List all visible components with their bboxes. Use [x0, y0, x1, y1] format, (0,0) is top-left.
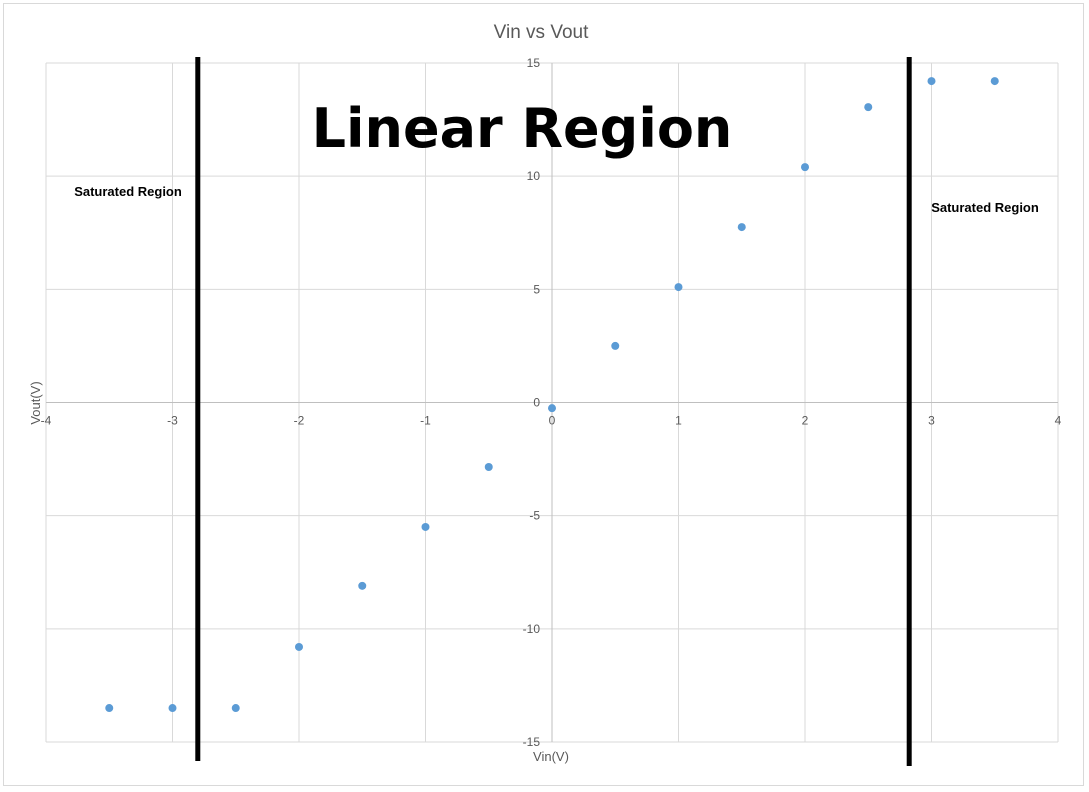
y-tick-label: 0 [533, 396, 540, 410]
data-point [548, 404, 556, 413]
y-tick-label: -5 [529, 509, 540, 523]
grid [45, 62, 1059, 743]
region-boundaries [195, 57, 912, 766]
data-point [231, 704, 240, 713]
x-tick-label: 1 [675, 414, 682, 428]
data-point [927, 77, 936, 86]
right-saturated-region-annotation: Saturated Region [931, 200, 1039, 215]
x-tick-label: 0 [549, 414, 556, 428]
chart-title: Vin vs Vout [494, 22, 589, 43]
x-tick-label: -2 [294, 414, 305, 428]
x-tick-label: 3 [928, 414, 935, 428]
data-point [105, 704, 114, 713]
x-tick-label: -4 [41, 414, 52, 428]
data-point [990, 77, 999, 86]
x-tick-label: 4 [1055, 414, 1062, 428]
chart-frame [3, 3, 1084, 786]
y-tick-label: -15 [523, 735, 541, 749]
y-tick-label: 15 [527, 56, 541, 70]
data-point [358, 581, 367, 590]
data-point [674, 283, 683, 292]
data-point [864, 103, 873, 112]
left-saturated-region-annotation: Saturated Region [74, 184, 182, 199]
x-tick-label: -3 [167, 414, 178, 428]
data-point [295, 642, 303, 651]
data-point [168, 704, 177, 713]
y-axis-label: Vout(V) [28, 381, 43, 424]
data-points [105, 77, 999, 713]
x-tick-label: 2 [802, 414, 809, 428]
y-tick-label: 10 [527, 169, 541, 183]
x-axis-label: Vin(V) [533, 749, 569, 764]
y-tick-label: 5 [533, 282, 540, 296]
linear-region-annotation: Linear Region [312, 97, 733, 160]
data-point [421, 522, 430, 531]
x-tick-label: -1 [420, 414, 431, 428]
data-point [737, 223, 746, 232]
data-point [484, 463, 493, 472]
data-point [801, 163, 809, 172]
y-tick-label: -10 [523, 622, 541, 636]
data-point [611, 341, 620, 350]
